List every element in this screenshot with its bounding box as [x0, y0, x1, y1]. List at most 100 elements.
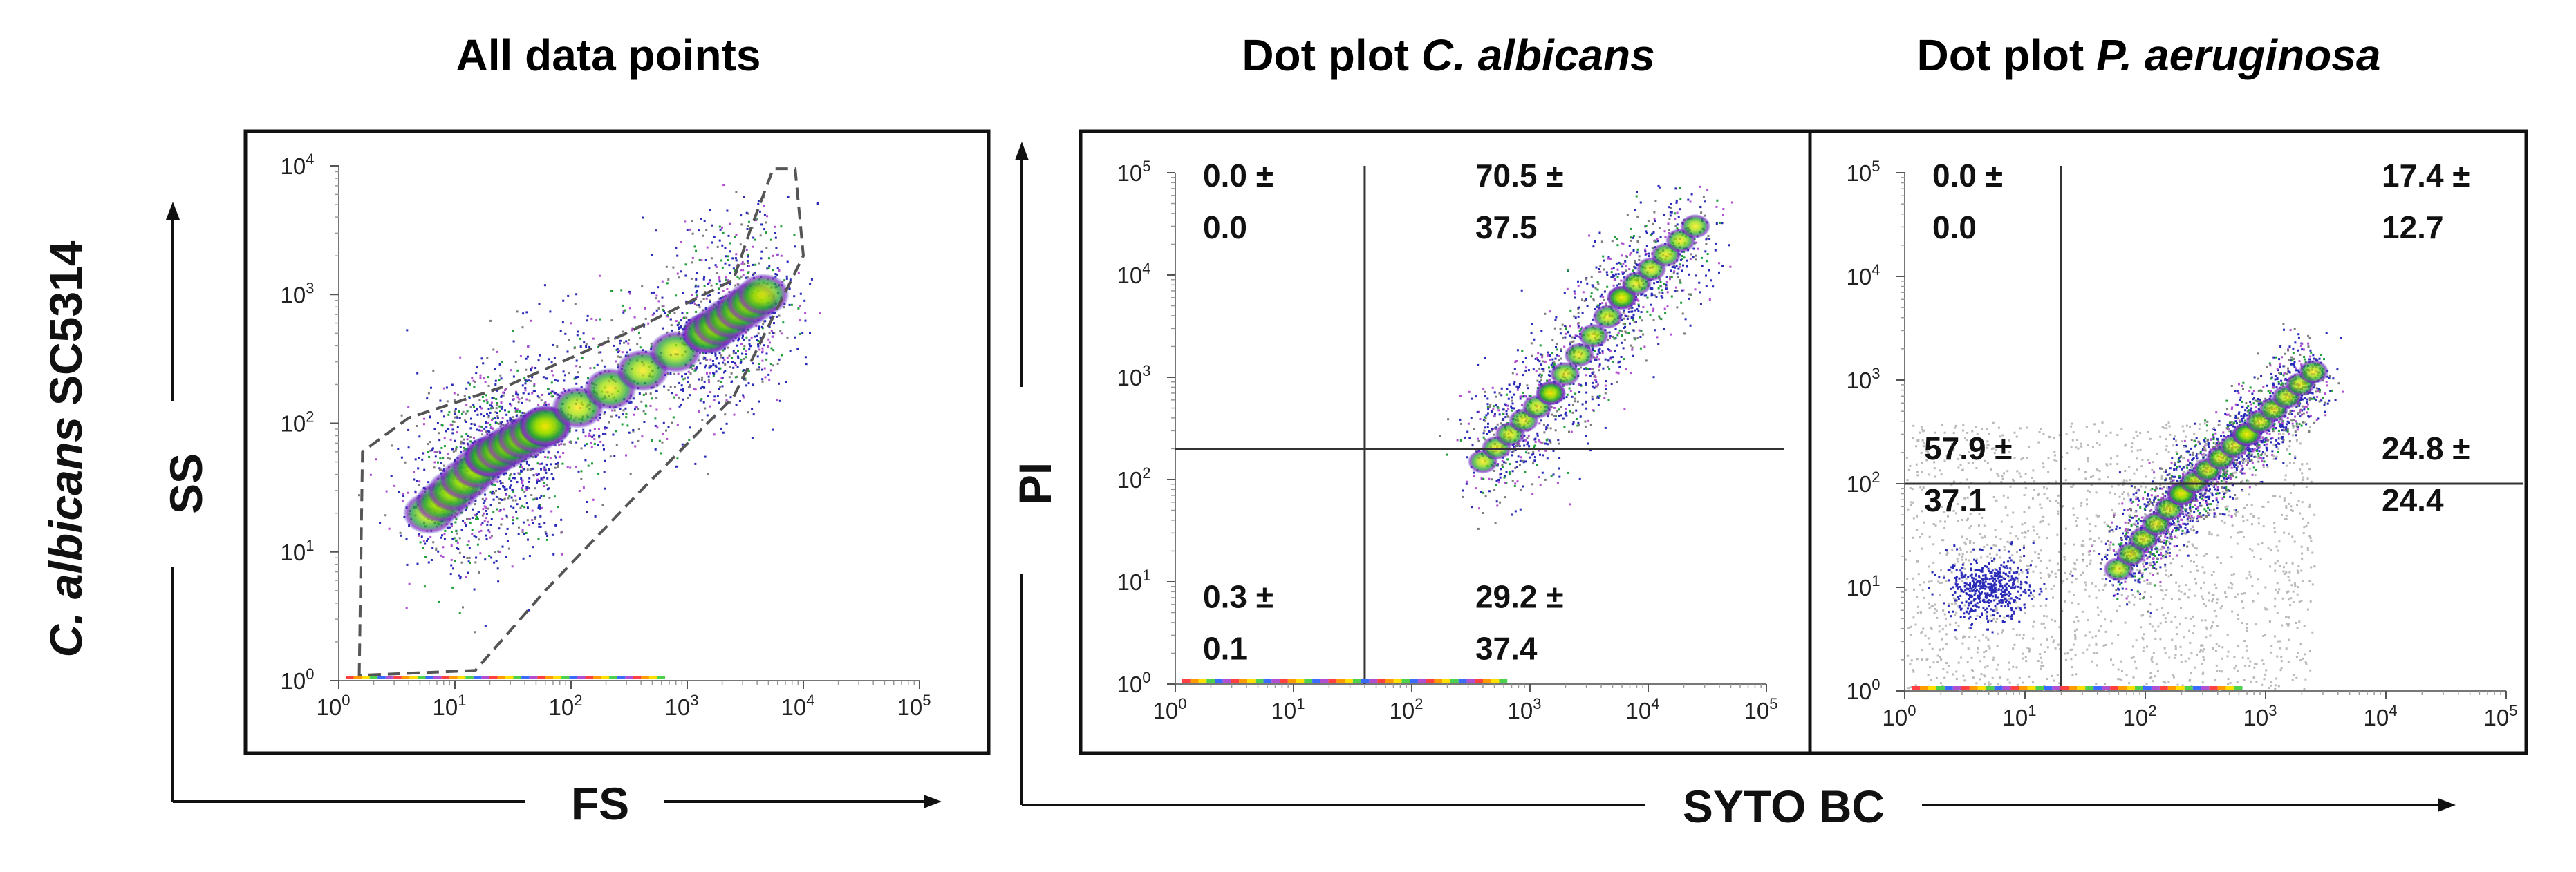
- data-point: [500, 523, 503, 526]
- data-point: [1515, 460, 1518, 463]
- data-point: [473, 423, 476, 426]
- data-point: [1605, 271, 1608, 274]
- data-point: [610, 415, 613, 418]
- data-point: [554, 463, 557, 465]
- strip-segment: [441, 676, 450, 679]
- data-point: [671, 329, 673, 332]
- data-point: [1506, 388, 1509, 390]
- data-point: [1598, 363, 1601, 366]
- data-point: [595, 319, 598, 322]
- data-point: [799, 319, 801, 322]
- data-point: [774, 273, 777, 275]
- data-point: [1634, 338, 1637, 341]
- data-point: [553, 357, 556, 359]
- data-point: [557, 506, 559, 509]
- data-point: [456, 416, 459, 419]
- data-point: [1636, 298, 1639, 301]
- data-point: [1610, 276, 1613, 278]
- data-point: [1507, 407, 1509, 410]
- data-point: [429, 415, 431, 418]
- data-point: [819, 312, 821, 314]
- data-point: [597, 428, 600, 430]
- data-point: [1640, 311, 1643, 314]
- data-point: [423, 468, 426, 471]
- data-point: [1672, 265, 1675, 267]
- data-point: [1630, 316, 1633, 319]
- data-point: [452, 567, 454, 570]
- data-point: [427, 392, 430, 395]
- data-point: [2294, 457, 2297, 459]
- data-point: [1532, 368, 1535, 371]
- data-point: [1484, 390, 1486, 393]
- data-point: [1560, 406, 1562, 408]
- data-point: [525, 462, 528, 465]
- data-point: [1549, 441, 1552, 444]
- data-point: [1596, 304, 1599, 307]
- data-point: [573, 377, 576, 380]
- data-point: [738, 277, 741, 280]
- data-point: [1502, 461, 1505, 464]
- data-point: [1549, 310, 1551, 313]
- data-point: [1681, 312, 1684, 315]
- data-point: [625, 340, 628, 343]
- data-point: [552, 553, 555, 556]
- data-point: [524, 495, 527, 498]
- data-point: [604, 426, 606, 429]
- data-point: [696, 294, 698, 297]
- data-point: [654, 448, 657, 451]
- data-point: [1538, 360, 1541, 363]
- data-point: [696, 296, 698, 298]
- data-point: [719, 386, 722, 388]
- data-point: [480, 357, 483, 360]
- data-point: [2277, 382, 2280, 385]
- data-point: [1657, 287, 1660, 290]
- data-point: [1597, 349, 1600, 352]
- data-point: [557, 466, 559, 468]
- data-point: [763, 367, 766, 370]
- data-point: [1471, 397, 1473, 400]
- data-point: [2234, 464, 2237, 466]
- x-tick-label: 104: [781, 692, 815, 720]
- data-point: [1674, 218, 1677, 220]
- data-point: [649, 392, 652, 395]
- data-point: [525, 502, 528, 504]
- strip-segment: [633, 676, 642, 679]
- data-point: [786, 336, 789, 339]
- data-point: [539, 463, 542, 466]
- data-point: [460, 435, 463, 438]
- data-point: [702, 298, 705, 300]
- data-point: [531, 467, 534, 470]
- data-point: [735, 404, 738, 406]
- data-point: [697, 285, 700, 288]
- data-point: [505, 556, 507, 558]
- data-point: [459, 577, 462, 580]
- data-point: [2253, 397, 2255, 399]
- data-point: [740, 223, 743, 226]
- data-point: [1578, 477, 1581, 480]
- data-point: [473, 386, 476, 388]
- data-point: [727, 259, 729, 261]
- data-point: [580, 477, 583, 480]
- data-point: [1528, 445, 1531, 448]
- data-point: [1614, 236, 1616, 238]
- data-point: [558, 444, 561, 446]
- x-tick-label: 100: [317, 692, 351, 720]
- data-point: [2270, 376, 2273, 379]
- data-point: [747, 220, 750, 223]
- data-point: [1565, 414, 1568, 417]
- data-point: [799, 292, 802, 295]
- data-point: [523, 533, 525, 535]
- data-point: [758, 366, 761, 369]
- data-point: [581, 357, 584, 359]
- data-point: [1578, 306, 1580, 309]
- data-point: [1519, 508, 1522, 511]
- data-point: [763, 320, 765, 323]
- data-point: [458, 417, 461, 419]
- data-point: [466, 438, 469, 441]
- data-point: [2188, 469, 2191, 471]
- data-point: [687, 386, 690, 389]
- data-point: [594, 515, 597, 518]
- data-point: [1705, 274, 1707, 277]
- data-point: [1536, 434, 1539, 437]
- data-point: [1542, 454, 1544, 457]
